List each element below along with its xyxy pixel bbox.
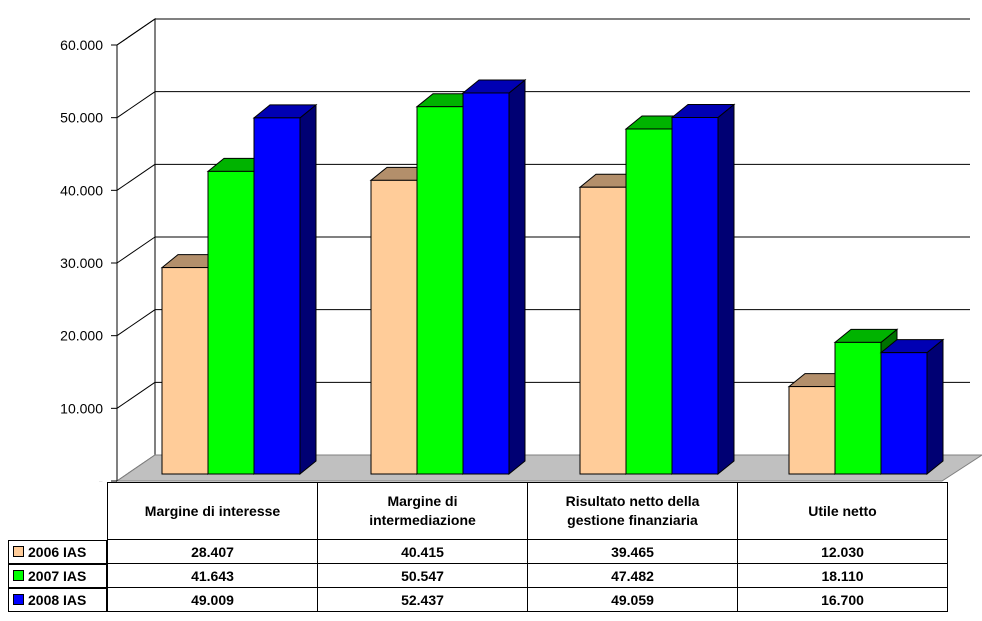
table-cell: 39.465 xyxy=(527,539,738,564)
bar-side xyxy=(299,103,317,476)
legend-label: 2007 IAS xyxy=(28,567,87,584)
table-cell: 52.437 xyxy=(317,587,528,612)
bar xyxy=(253,117,301,475)
y-tick-label: 40.000 xyxy=(60,182,103,198)
data-table: Margine di interesse Margine di intermed… xyxy=(8,482,948,612)
legend-label: 2008 IAS xyxy=(28,591,87,608)
table-cell: 18.110 xyxy=(737,563,948,588)
legend-swatch-2008 xyxy=(13,594,24,605)
gridline-side xyxy=(116,163,156,191)
y-tick-label: 10.000 xyxy=(60,400,103,416)
category-header: Utile netto xyxy=(737,482,948,540)
table-cell: 47.482 xyxy=(527,563,738,588)
y-tick-label: 30.000 xyxy=(60,255,103,271)
legend-swatch-2007 xyxy=(13,570,24,581)
table-row: 2006 IAS 28.407 40.415 39.465 12.030 xyxy=(8,539,948,564)
y-tick-label: 50.000 xyxy=(60,110,103,126)
table-cell: 50.547 xyxy=(317,563,528,588)
bar xyxy=(370,179,418,475)
legend-swatch-2006 xyxy=(13,546,24,557)
bar-side xyxy=(717,103,735,476)
gridline-side xyxy=(116,18,156,46)
bar-side xyxy=(508,78,526,476)
table-cell: 40.415 xyxy=(317,539,528,564)
bar xyxy=(207,170,255,475)
bar xyxy=(625,128,673,475)
table-cell: 12.030 xyxy=(737,539,948,564)
y-tick-label: - xyxy=(98,473,103,482)
bar xyxy=(671,117,719,475)
bar xyxy=(788,386,836,475)
table-cell: 49.059 xyxy=(527,587,738,612)
bar xyxy=(161,267,209,475)
gridline-side xyxy=(116,236,156,264)
legend-entry-2007: 2007 IAS xyxy=(8,563,107,588)
legend-label: 2006 IAS xyxy=(28,543,87,560)
legend-entry-2006: 2006 IAS xyxy=(8,539,107,564)
table-cell: 16.700 xyxy=(737,587,948,612)
category-header: Risultato netto della gestione finanziar… xyxy=(527,482,738,540)
category-header: Margine di intermediazione xyxy=(317,482,528,540)
bar-chart: - 10.000 20.000 30.000 40.000 50.000 60.000 xyxy=(60,18,982,482)
gridline-side xyxy=(116,91,156,119)
y-tick-label: 60.000 xyxy=(60,37,103,53)
table-cell: 28.407 xyxy=(107,539,318,564)
table-row: 2007 IAS 41.643 50.547 47.482 18.110 xyxy=(8,563,948,588)
gridline-side xyxy=(116,381,156,409)
bar xyxy=(579,186,627,475)
bar xyxy=(416,106,464,475)
bar xyxy=(880,352,928,475)
table-cell: 49.009 xyxy=(107,587,318,612)
bar xyxy=(462,92,510,475)
table-header-row: Margine di interesse Margine di intermed… xyxy=(8,482,948,540)
category-header: Margine di interesse xyxy=(107,482,318,540)
bar-side xyxy=(926,338,944,476)
gridline-side xyxy=(116,309,156,337)
y-tick-label: 20.000 xyxy=(60,328,103,344)
table-cell: 41.643 xyxy=(107,563,318,588)
table-row: 2008 IAS 49.009 52.437 49.059 16.700 xyxy=(8,587,948,612)
legend-entry-2008: 2008 IAS xyxy=(8,587,107,612)
bar xyxy=(834,341,882,475)
plot-floor xyxy=(115,454,982,482)
